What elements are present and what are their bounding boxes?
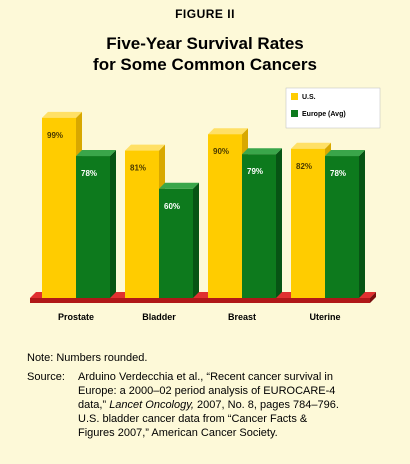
source-citation: Arduino Verdecchia et al., “Recent cance… (78, 371, 336, 411)
bar-side-europe-avg-bladder (193, 182, 199, 298)
bar-side-europe-avg-breast (276, 148, 282, 298)
legend-swatch-europe-avg (291, 110, 298, 117)
bar-top-u-s-breast (208, 128, 248, 135)
bar-europe-avg-bladder (159, 188, 193, 298)
chart-floor (30, 298, 370, 303)
data-label-europe-avg-breast: 79% (247, 167, 263, 176)
bar-u-s-bladder (125, 150, 159, 298)
bar-u-s-breast (208, 134, 242, 298)
source-citation-continued: 2007, No. 8, pages 784–796. U.S. bladder… (78, 399, 339, 439)
bar-u-s-prostate (42, 117, 76, 298)
bar-top-u-s-uterine (291, 142, 331, 149)
bar-side-europe-avg-prostate (110, 150, 116, 298)
bar-top-europe-avg-bladder (159, 182, 199, 189)
source-label: Source: (27, 371, 65, 383)
chart-floor-side (370, 292, 376, 303)
data-label-u-s-bladder: 81% (130, 164, 146, 173)
chart-title-line-2: for Some Common Cancers (93, 55, 317, 74)
bar-top-europe-avg-uterine (325, 150, 365, 157)
data-label-europe-avg-uterine: 78% (330, 169, 346, 178)
data-label-u-s-breast: 90% (213, 147, 229, 156)
source-journal: Lancet Oncology, (109, 399, 194, 411)
chart-source: Source: Arduino Verdecchia et al., “Rece… (27, 370, 340, 440)
x-tick-label-bladder: Bladder (142, 312, 176, 322)
bar-top-europe-avg-breast (242, 148, 282, 155)
note-label: Note: (27, 352, 54, 364)
bar-top-u-s-prostate (42, 111, 82, 118)
note-text: Numbers rounded. (56, 352, 148, 364)
bar-europe-avg-breast (242, 154, 276, 298)
source-text: Arduino Verdecchia et al., “Recent cance… (78, 370, 340, 440)
chart-note: Note: Numbers rounded. (27, 352, 147, 364)
chart-title-line-1: Five-Year Survival Rates (106, 34, 304, 53)
legend-box (285, 87, 381, 129)
bar-top-europe-avg-prostate (76, 150, 116, 157)
bar-europe-avg-uterine (325, 156, 359, 298)
bar-side-europe-avg-uterine (359, 150, 365, 298)
bar-europe-avg-prostate (76, 156, 110, 298)
legend-label-europe-avg: Europe (Avg) (302, 111, 346, 118)
chart-title: Five-Year Survival Rates for Some Common… (0, 33, 410, 75)
data-label-u-s-uterine: 82% (296, 162, 312, 171)
data-label-europe-avg-bladder: 60% (164, 202, 180, 211)
legend-swatch-u-s (291, 93, 298, 100)
chart-floor-top (30, 292, 376, 298)
bar-u-s-uterine (291, 148, 325, 298)
data-label-europe-avg-prostate: 78% (81, 169, 97, 178)
x-tick-label-uterine: Uterine (309, 312, 340, 322)
bar-top-u-s-bladder (125, 144, 165, 151)
figure-label: FIGURE II (175, 7, 235, 21)
data-label-u-s-prostate: 99% (47, 131, 63, 140)
x-tick-label-breast: Breast (228, 312, 256, 322)
legend-label-u-s: U.S. (302, 94, 316, 101)
x-tick-label-prostate: Prostate (58, 312, 94, 322)
bar-chart: 99% 78% Prostate 81% 60% Bladder 90% 79% Breast 8… (30, 87, 381, 322)
